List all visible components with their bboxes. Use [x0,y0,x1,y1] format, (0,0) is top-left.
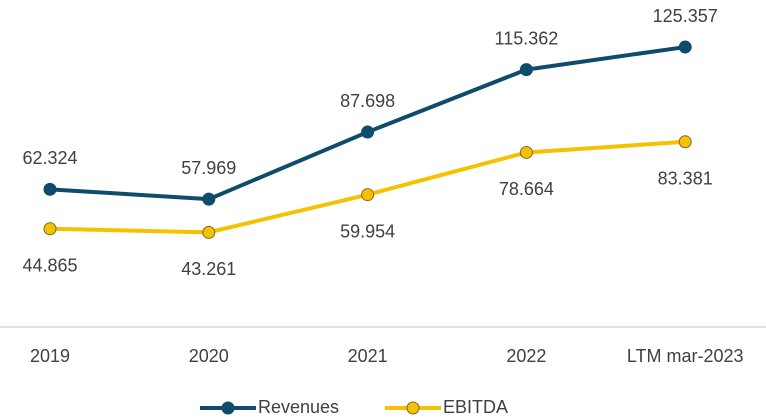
data-point [519,63,533,77]
data-label: 57.969 [181,158,236,178]
legend-marker [406,401,420,415]
data-point [43,182,57,196]
legend-label: EBITDA [443,397,508,417]
data-point [519,145,533,159]
x-tick-label: 2021 [348,346,388,366]
series-line [49,139,686,235]
data-label: 43.261 [181,259,236,279]
legend-marker [221,401,235,415]
x-tick-label: 2019 [30,346,70,366]
data-label: 44.865 [22,255,77,275]
data-label: 78.664 [499,179,554,199]
data-point [678,135,692,149]
x-tick-label: 2020 [189,346,229,366]
data-point [361,188,375,202]
data-label: 125.357 [653,6,718,26]
data-label: 62.324 [22,148,77,168]
data-label: 83.381 [658,169,713,189]
x-tick-label: 2022 [506,346,546,366]
data-point [202,225,216,239]
data-point [678,40,692,54]
data-point [202,192,216,206]
series-line [49,45,686,202]
data-point [361,125,375,139]
data-label: 115.362 [495,28,559,48]
x-tick-label: LTM mar-2023 [627,346,744,366]
data-label: 59.954 [340,221,395,241]
data-point [43,222,57,236]
data-label: 87.698 [340,91,395,111]
legend-label: Revenues [258,397,339,417]
